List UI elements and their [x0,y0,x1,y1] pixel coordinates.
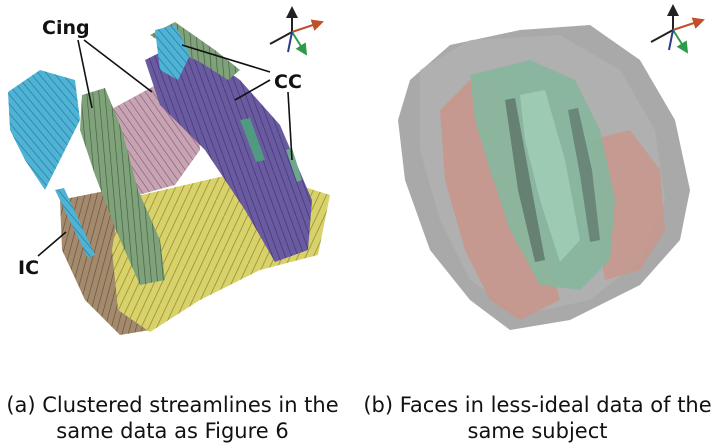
caption-a-line2: same data as Figure 6 [56,419,289,443]
streamline-bundle-ic [55,188,95,258]
caption-a-line1: (a) Clustered streamlines in the [6,393,339,417]
panel-a-streamlines [8,22,330,335]
caption-a: (a) Clustered streamlines in the same da… [0,392,345,444]
orientation-axes-icon [269,6,324,56]
label-leader-lines [37,39,293,257]
caption-b-line1: (b) Faces in less-ideal data of the [363,393,712,417]
streamline-strand-right [286,148,302,182]
caption-b: (b) Faces in less-ideal data of the same… [352,392,723,444]
caption-b-line2: same subject [467,419,608,443]
label-ic: IC [18,257,39,279]
streamline-bundle-cyan [8,70,80,190]
surface-green-stripe [520,90,580,262]
streamline-bundle-green [80,88,165,285]
surface-dark-fold [505,98,545,262]
surface-dark-fold-2 [568,108,600,242]
label-cing: Cing [42,17,90,39]
streamline-bundle-purple [145,40,312,262]
streamline-strand-far-right [240,118,265,162]
label-cc: CC [274,71,302,93]
panel-b-surfaces [398,25,690,330]
streamline-bundle-cyan-top [155,25,190,80]
orientation-axes-icon-b [650,4,705,54]
